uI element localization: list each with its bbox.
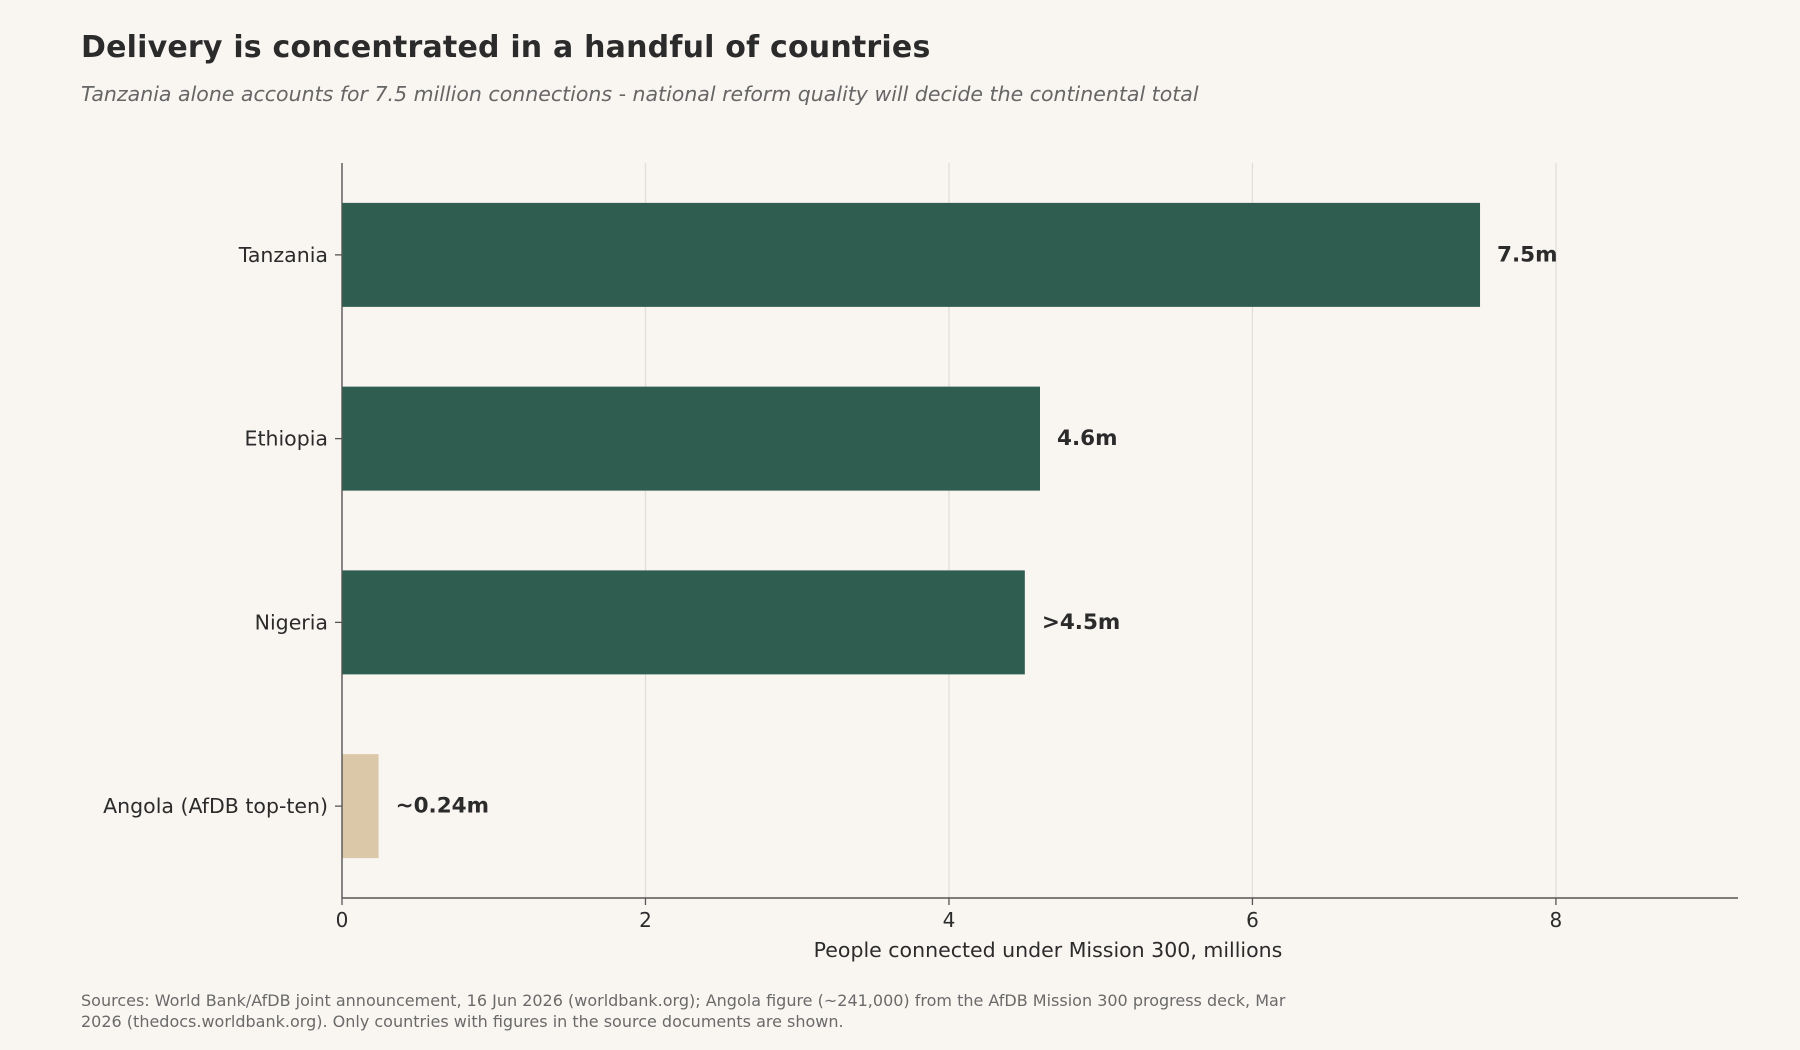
- data-label: 4.6m: [1057, 426, 1118, 451]
- bar-nigeria: [342, 570, 1025, 675]
- category-label: Nigeria: [255, 610, 328, 634]
- category-label: Angola (AfDB top-ten): [103, 794, 328, 818]
- chart-title: Delivery is concentrated in a handful of…: [81, 30, 931, 65]
- bars: [342, 202, 1481, 859]
- source-note: Sources: World Bank/AfDB joint announcem…: [81, 991, 1286, 1031]
- category-label: Tanzania: [238, 243, 328, 267]
- axes: [335, 163, 1738, 905]
- x-tick-label: 8: [1550, 908, 1563, 932]
- bar-ethiopia: [342, 386, 1040, 491]
- x-tick-label: 6: [1246, 908, 1259, 932]
- x-tick-label: 4: [943, 908, 956, 932]
- data-label: >4.5m: [1042, 610, 1121, 635]
- bar-angola-afdb-top-ten: [342, 754, 379, 859]
- chart-subtitle: Tanzania alone accounts for 7.5 million …: [81, 82, 1199, 106]
- bar-chart: Tanzania 7.5m Ethiopia 4.6m Nigeria >4.5m Ango…: [103, 163, 1738, 962]
- x-axis-label: People connected under Mission 300, mill…: [814, 938, 1283, 962]
- labels: Tanzania 7.5m Ethiopia 4.6m Nigeria >4.5m Ango…: [103, 242, 1562, 962]
- bar-tanzania: [342, 202, 1481, 307]
- x-tick-label: 0: [336, 908, 349, 932]
- data-label: 7.5m: [1497, 242, 1558, 267]
- category-label: Ethiopia: [245, 427, 329, 451]
- x-tick-label: 2: [639, 908, 652, 932]
- data-label: ~0.24m: [396, 794, 489, 819]
